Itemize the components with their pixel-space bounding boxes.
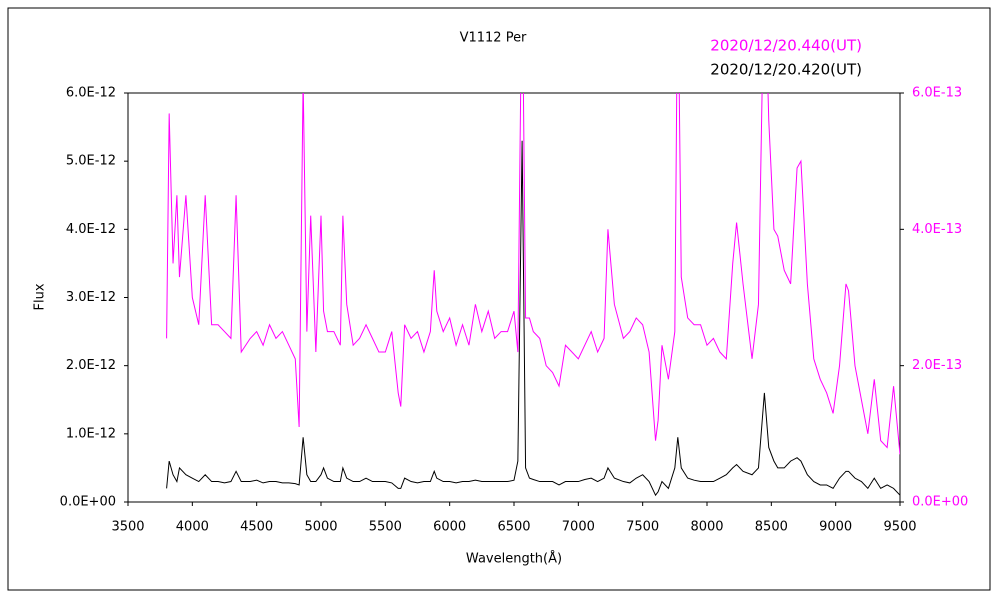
x-tick-label: 7000 xyxy=(562,520,595,535)
x-tick-label: 4000 xyxy=(176,520,209,535)
y-tick-label: 0.0E+00 xyxy=(60,495,116,510)
y-tick-label: 2.0E-12 xyxy=(66,358,116,373)
legend-label: 2020/12/20.420(UT) xyxy=(710,61,862,79)
x-tick-label: 9500 xyxy=(883,520,916,535)
y-tick-label: 3.0E-12 xyxy=(66,290,116,305)
x-tick-label: 6500 xyxy=(497,520,530,535)
y-tick-label: 6.0E-12 xyxy=(66,86,116,101)
plot-area xyxy=(127,92,901,503)
y-axis-label: Flux xyxy=(33,283,48,310)
x-axis-label: Wavelength(Å) xyxy=(466,551,562,567)
x-tick-label: 3500 xyxy=(111,520,144,535)
x-tick-label: 7500 xyxy=(626,520,659,535)
legend-label: 2020/12/20.440(UT) xyxy=(710,37,862,55)
x-tick-label: 5500 xyxy=(369,520,402,535)
y-tick-label: 5.0E-12 xyxy=(66,154,116,169)
chart-title: V1112 Per xyxy=(460,31,527,46)
y2-tick-label: 2.0E-13 xyxy=(912,358,962,373)
x-tick-label: 5000 xyxy=(304,520,337,535)
series-line xyxy=(166,93,900,455)
x-tick-label: 4500 xyxy=(240,520,273,535)
x-tick-label: 8000 xyxy=(690,520,723,535)
y2-tick-label: 6.0E-13 xyxy=(912,86,962,101)
y-tick-label: 1.0E-12 xyxy=(66,426,116,441)
series-line xyxy=(166,140,900,497)
x-tick-label: 8500 xyxy=(755,520,788,535)
y2-tick-label: 0.0E+00 xyxy=(912,495,968,510)
x-tick-label: 6000 xyxy=(433,520,466,535)
x-tick-label: 9000 xyxy=(819,520,852,535)
y2-tick-label: 4.0E-13 xyxy=(912,222,962,237)
y-tick-label: 4.0E-12 xyxy=(66,222,116,237)
